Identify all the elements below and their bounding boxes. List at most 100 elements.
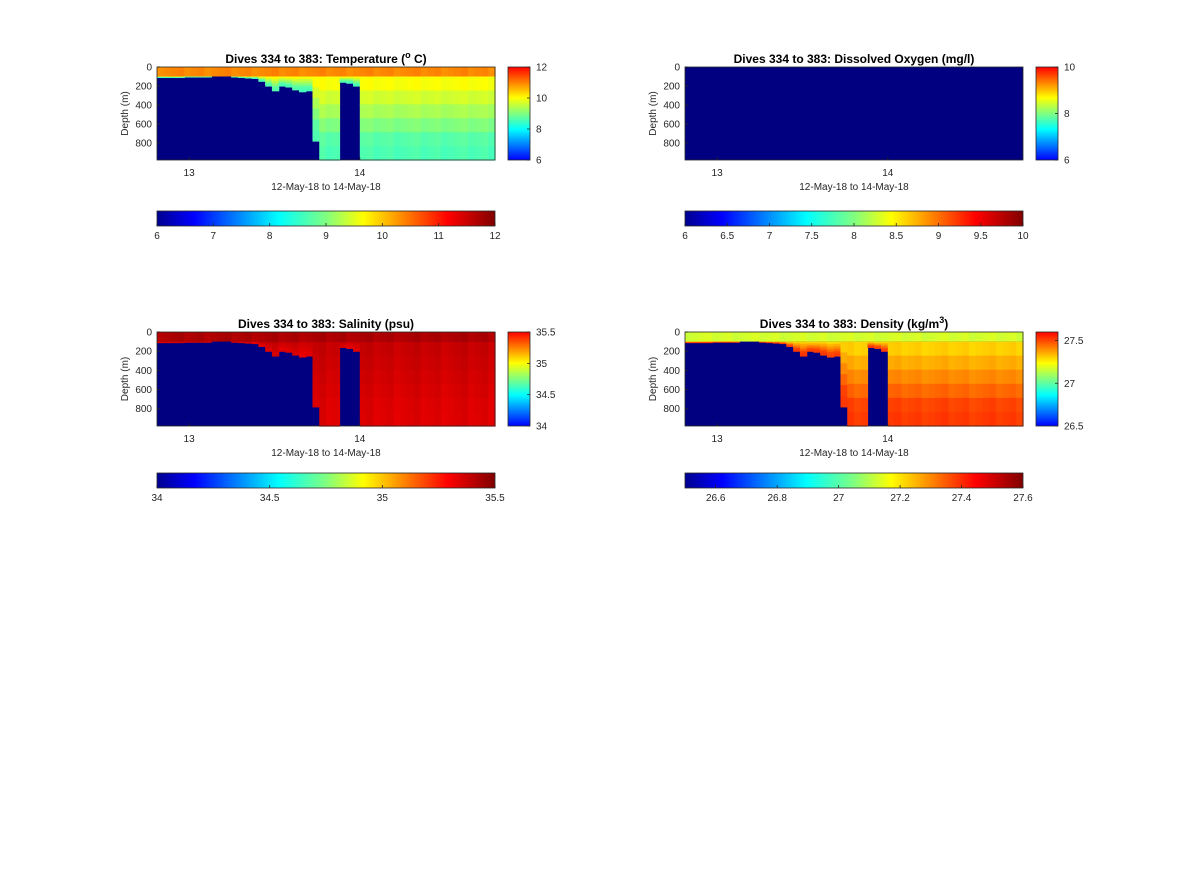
- profile-cell: [467, 146, 476, 161]
- profile-cell: [908, 383, 916, 399]
- profile-cell: [928, 383, 936, 399]
- profile-cell: [1009, 355, 1017, 371]
- profile-cell: [894, 411, 902, 427]
- profile-cell: [298, 81, 307, 85]
- profile-cell: [238, 77, 246, 79]
- profile-cell: [258, 77, 266, 79]
- profile-surface-cell: [481, 67, 489, 77]
- profile-cell: [305, 341, 314, 345]
- profile-surface-cell: [258, 332, 266, 342]
- profile-cell: [271, 81, 280, 85]
- profile-cell: [474, 355, 483, 371]
- profile-cell: [326, 90, 334, 105]
- profile-cell: [799, 346, 808, 350]
- profile-surface-cell: [440, 67, 449, 77]
- profile-cell: [312, 130, 320, 142]
- profile-cell: [793, 349, 801, 352]
- profile-cell: [353, 79, 361, 82]
- profile-cell: [826, 346, 835, 350]
- profile-surface-cell: [177, 67, 185, 77]
- profile-cell: [163, 342, 172, 344]
- x-tick-label: 14: [882, 434, 894, 445]
- profile-cell: [258, 76, 266, 78]
- profile-cell: [265, 81, 273, 84]
- profile-cell: [271, 348, 280, 352]
- profile-cell: [474, 132, 483, 147]
- profile-cell: [874, 341, 882, 344]
- profile-cell: [867, 342, 875, 345]
- profile-cell: [278, 79, 287, 82]
- profile-surface-cell: [881, 332, 889, 342]
- profile-cell: [481, 355, 489, 371]
- profile-cell: [948, 397, 956, 413]
- profile-surface-cell: [420, 67, 428, 77]
- profile-cell: [447, 146, 456, 161]
- profile-cell: [366, 146, 374, 161]
- profile-cell: [447, 104, 456, 119]
- x-tick-label: 13: [184, 168, 196, 179]
- profile-cell: [339, 81, 347, 83]
- profile-cell: [948, 355, 956, 371]
- profile-cell: [474, 411, 483, 427]
- profile-cell: [867, 344, 875, 347]
- profile-cell: [278, 341, 287, 344]
- profile-surface-cell: [989, 332, 997, 342]
- x-tick-label: 14: [354, 168, 366, 179]
- profile-cell: [928, 341, 936, 357]
- profile-cell: [894, 383, 902, 399]
- profile-cell: [413, 397, 422, 413]
- profile-surface-cell: [285, 67, 293, 77]
- profile-cell: [941, 411, 950, 427]
- profile-cell: [887, 397, 896, 413]
- chart-title-text: Dives 334 to 383: Density (kg/m: [760, 317, 939, 331]
- profile-cell: [447, 118, 456, 133]
- chart-title-text: Dives 334 to 383: Dissolved Oxygen (mg/l…: [734, 52, 975, 66]
- profile-cell: [407, 355, 415, 371]
- profile-cell: [454, 90, 462, 105]
- profile-cell: [995, 383, 1004, 399]
- profile-cell: [197, 76, 205, 78]
- bottom-colorbar-label: 35: [377, 493, 389, 504]
- profile-surface-cell: [434, 332, 442, 342]
- profile-surface-cell: [813, 332, 821, 342]
- y-tick-label: 400: [663, 366, 680, 377]
- profile-cell: [894, 369, 902, 385]
- profile-cell: [772, 342, 781, 344]
- profile-cell: [366, 104, 374, 119]
- profile-surface-cell: [705, 332, 713, 342]
- profile-cell: [278, 81, 287, 84]
- profile-cell: [278, 344, 287, 347]
- profile-cell: [312, 363, 320, 375]
- profile-surface-cell: [244, 332, 253, 342]
- profile-cell: [935, 341, 943, 357]
- profile-cell: [332, 355, 341, 371]
- profile-cell: [258, 344, 266, 347]
- profile-cell: [928, 369, 936, 385]
- profile-cell: [332, 132, 341, 147]
- profile-surface-cell: [305, 67, 314, 77]
- chart-panel-1: 0 200 400 600 800 13 14 12-May-18 to 14-May-18 D…: [648, 52, 1076, 242]
- profile-cell: [413, 411, 422, 427]
- profile-cell: [440, 90, 449, 105]
- profile-cell: [373, 104, 381, 119]
- profile-cell: [867, 346, 875, 348]
- profile-cell: [271, 351, 280, 355]
- profile-cell: [867, 345, 875, 347]
- profile-surface-cell: [326, 332, 334, 342]
- side-colorbar-label: 10: [1064, 63, 1076, 74]
- profile-cell: [447, 355, 456, 371]
- profile-cell: [231, 341, 239, 343]
- profile-cell: [305, 83, 314, 87]
- profile-surface-cell: [413, 67, 422, 77]
- profile-cell: [718, 341, 727, 343]
- profile-cell: [440, 355, 449, 371]
- profile-cell: [968, 355, 977, 371]
- profile-cell: [989, 369, 997, 385]
- side-colorbar: [507, 331, 531, 427]
- profile-cell: [901, 369, 909, 385]
- profile-surface-cell: [434, 67, 442, 77]
- profile-surface-cell: [285, 332, 293, 342]
- profile-surface-cell: [366, 332, 374, 342]
- profile-cell: [366, 383, 374, 399]
